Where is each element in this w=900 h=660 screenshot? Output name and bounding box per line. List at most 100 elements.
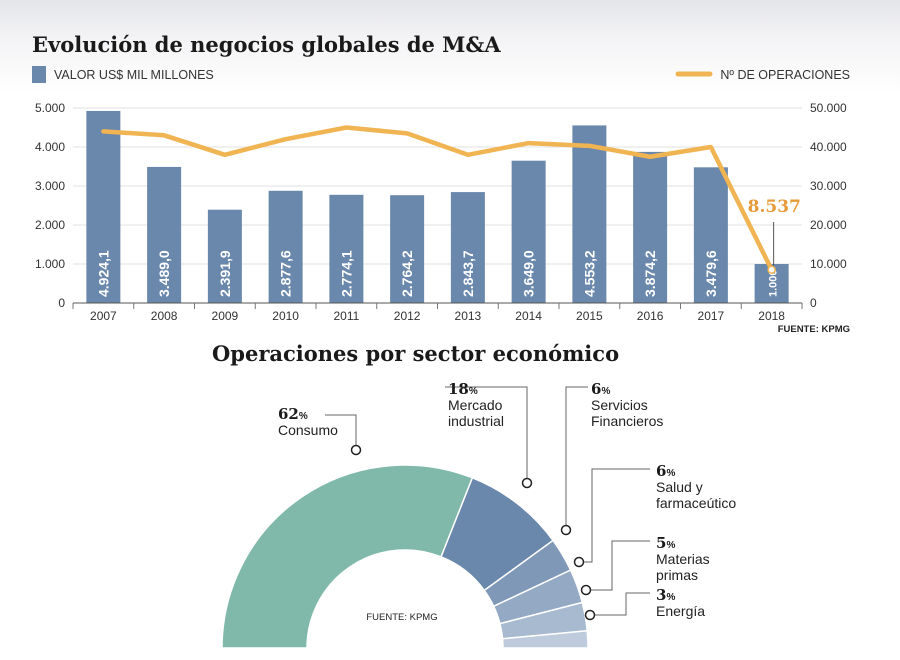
- slice-pct-label: 3%: [656, 586, 675, 604]
- x-tick-label: 2012: [394, 309, 421, 323]
- left-tick-label: 0: [58, 296, 65, 310]
- gridlines: [73, 107, 802, 265]
- bar-value-label: 4.553,2: [581, 250, 597, 297]
- x-tick-label: 2017: [698, 309, 725, 323]
- leader-dot-3: [573, 556, 585, 568]
- slice-5: [501, 629, 589, 649]
- x-tick-label: 2008: [151, 309, 178, 323]
- x-axis: 2007 2008 2009 2010 2011 2012 2013 2014 2015 2016…: [72, 302, 803, 323]
- bar-value-label: 2.877,6: [278, 250, 294, 297]
- slice-pct-label: 6%: [656, 462, 675, 480]
- left-tick-label: 4.000: [35, 140, 65, 154]
- right-tick-label: 30.000: [810, 179, 847, 193]
- leader-dot-5: [584, 609, 596, 621]
- slice-pct-value: 62: [278, 405, 299, 423]
- donut-slices: [221, 464, 589, 649]
- x-tick-label: 2007: [90, 309, 117, 323]
- slice-pct-label: 18%: [448, 380, 478, 398]
- bar-value-label: 3.874,2: [642, 250, 658, 297]
- bar-2017: [693, 167, 728, 303]
- x-tick-label: 2014: [515, 309, 542, 323]
- bar-value-label: 3.479,6: [703, 250, 719, 297]
- slice-labels: 62%Consumo18%Mercadoindustrial6%Servicio…: [278, 380, 736, 619]
- slice-name-label: Salud y: [656, 479, 703, 495]
- bars: [86, 110, 789, 303]
- bar-2010: [268, 190, 303, 303]
- ma-bar-line-chart: Evolución de negocios globales de M&A VA…: [32, 32, 850, 335]
- slice-pct-value: 6: [656, 462, 666, 480]
- slice-pct-label: 6%: [591, 380, 610, 398]
- left-tick-label: 2.000: [35, 218, 65, 232]
- legend-bar-label: VALOR US$ MIL MILLONES: [54, 68, 214, 82]
- x-tick-label: 2009: [212, 309, 239, 323]
- bar-2015: [572, 125, 607, 303]
- slice-name-label: primas: [656, 567, 698, 583]
- slice-pct-suffix: %: [666, 540, 675, 551]
- bar-2014: [511, 160, 546, 303]
- bar-2008: [147, 166, 182, 303]
- right-tick-label: 0: [810, 296, 817, 310]
- slice-name-label: industrial: [448, 413, 504, 429]
- bar-2013: [450, 192, 485, 303]
- bar-2007: [86, 110, 121, 303]
- bar-2012: [390, 195, 425, 303]
- slice-name-label: Financieros: [591, 413, 663, 429]
- x-tick-label: 2011: [333, 309, 359, 323]
- leader-3: [579, 468, 650, 563]
- leader-dot-2: [560, 524, 572, 536]
- slice-name-label: Consumo: [278, 422, 338, 438]
- chart1-source: FUENTE: KPMG: [778, 324, 850, 335]
- slice-pct-label: 5%: [656, 534, 675, 552]
- slice-pct-suffix: %: [299, 411, 308, 422]
- bar-2009: [207, 209, 242, 303]
- leader-lines: [325, 386, 650, 621]
- bar-value-label: 3.649,0: [521, 250, 537, 297]
- chart1-title: Evolución de negocios globales de M&A: [32, 32, 501, 57]
- x-tick-label: 2018: [758, 309, 785, 323]
- left-tick-label: 5.000: [35, 101, 65, 115]
- slice-pct-suffix: %: [666, 468, 675, 479]
- leader-4: [586, 540, 650, 591]
- bar-value-label: 1.000: [768, 269, 780, 297]
- right-axis: 0 10.000 20.000 30.000 40.000 50.000: [810, 101, 847, 310]
- left-tick-label: 1.000: [35, 257, 65, 271]
- x-tick-label: 2015: [576, 309, 603, 323]
- right-tick-label: 20.000: [810, 218, 847, 232]
- slice-name-label: farmaceútico: [656, 495, 736, 511]
- legend-bar-swatch: [32, 66, 46, 83]
- slice-name-label: Servicios: [591, 397, 648, 413]
- slice-name-label: Materias: [656, 551, 710, 567]
- slice-pct-value: 3: [656, 586, 666, 604]
- bar-2011: [329, 194, 364, 303]
- leader-2: [565, 386, 588, 530]
- slice-pct-suffix: %: [666, 592, 675, 603]
- left-axis: 0 1.000 2.000 3.000 4.000 5.000: [35, 101, 65, 310]
- leader-dot-4: [580, 584, 592, 596]
- slice-pct-label: 62%: [278, 405, 308, 423]
- slice-name-label: Mercado: [448, 397, 503, 413]
- bar-value-label: 2.843,7: [460, 250, 476, 297]
- bar-value-labels: 4.924,1 3.489,0 2.391,9 2.877,6 2.774,1 2.764…: [95, 250, 779, 297]
- operations-polyline: [101, 125, 774, 272]
- bar-value-label: 4.924,1: [95, 250, 111, 297]
- slice-name-label: Energía: [656, 603, 705, 619]
- x-tick-label: 2013: [455, 309, 482, 323]
- highlight-point: [767, 265, 776, 274]
- x-tick-label: 2016: [637, 309, 664, 323]
- chart2-title: Operaciones por sector económico: [212, 341, 619, 366]
- bar-value-label: 2.774,1: [338, 250, 354, 297]
- slice-pct-suffix: %: [469, 386, 478, 397]
- leader-dot-1: [521, 477, 533, 489]
- leader-5: [590, 592, 650, 616]
- leader-1: [445, 386, 528, 483]
- leader-0: [325, 414, 357, 450]
- slice-pct-suffix: %: [601, 386, 610, 397]
- bar-value-label: 2.391,9: [217, 250, 233, 297]
- right-tick-label: 40.000: [810, 140, 847, 154]
- highlight-label: 8.537: [748, 197, 801, 217]
- left-tick-label: 3.000: [35, 179, 65, 193]
- operations-line: 8.537: [101, 125, 801, 274]
- bar-value-label: 2.764,2: [399, 250, 415, 297]
- x-tick-label: 2010: [272, 309, 299, 323]
- chart2-source: FUENTE: KPMG: [366, 612, 437, 623]
